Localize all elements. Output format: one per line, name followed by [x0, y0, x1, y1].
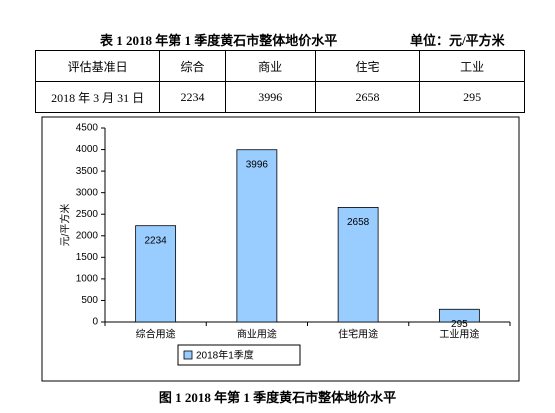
x-tick-label: 工业用途: [439, 328, 479, 341]
data-label: 2658: [347, 217, 370, 228]
bar: [135, 225, 177, 323]
y-tick-label: 2500: [76, 209, 99, 220]
table-cell: 评估基准日: [34, 50, 161, 82]
table-title: 表 1 2018 年第 1 季度黄石市整体地价水平: [100, 33, 338, 48]
table-cell: 工业: [419, 50, 525, 82]
table-row: 2018 年 3 月 31 日 2234 3996 2658 295: [34, 81, 525, 113]
y-tick-label: 4000: [76, 144, 99, 155]
y-tick-label: 1500: [76, 252, 99, 263]
figure-caption: 图 1 2018 年第 1 季度黄石市整体地价水平: [158, 390, 397, 405]
data-table: 评估基准日 综合 商业 住宅 工业 2018 年 3 月 31 日 2234 3996 2658…: [34, 50, 525, 113]
table-row: 评估基准日 综合 商业 住宅 工业: [34, 50, 525, 82]
data-label: 295: [451, 319, 468, 330]
unit-label: 单位：元/平方米: [410, 33, 505, 48]
x-tick-label: 综合用途: [136, 328, 176, 341]
y-tick-label: 3500: [76, 166, 99, 177]
bar: [438, 308, 480, 323]
table-cell: 2658: [314, 81, 421, 113]
legend-swatch: [183, 350, 193, 360]
data-label: 3996: [246, 159, 269, 170]
y-tick-label: 4500: [76, 123, 99, 134]
legend-box: [177, 344, 301, 366]
data-label: 2234: [145, 235, 168, 246]
bar: [337, 207, 379, 323]
chart-frame: [41, 116, 520, 382]
y-tick-label: 3000: [76, 187, 99, 198]
legend-label: 2018年1季度: [196, 349, 254, 362]
table-cell: 295: [419, 81, 525, 113]
table-cell: 2018 年 3 月 31 日: [34, 81, 161, 113]
y-axis-label: 元/平方米: [59, 204, 72, 247]
bar: [236, 149, 278, 323]
table-cell: 2234: [159, 81, 226, 113]
x-tick-label: 住宅用途: [338, 328, 378, 341]
y-tick-label: 2000: [76, 230, 99, 241]
table-cell: 3996: [224, 81, 316, 113]
y-tick-label: 1000: [76, 274, 99, 285]
y-tick-label: 500: [81, 295, 98, 306]
table-cell: 住宅: [314, 50, 421, 82]
y-tick-label: 0: [92, 317, 98, 328]
x-tick-label: 商业用途: [237, 328, 277, 341]
